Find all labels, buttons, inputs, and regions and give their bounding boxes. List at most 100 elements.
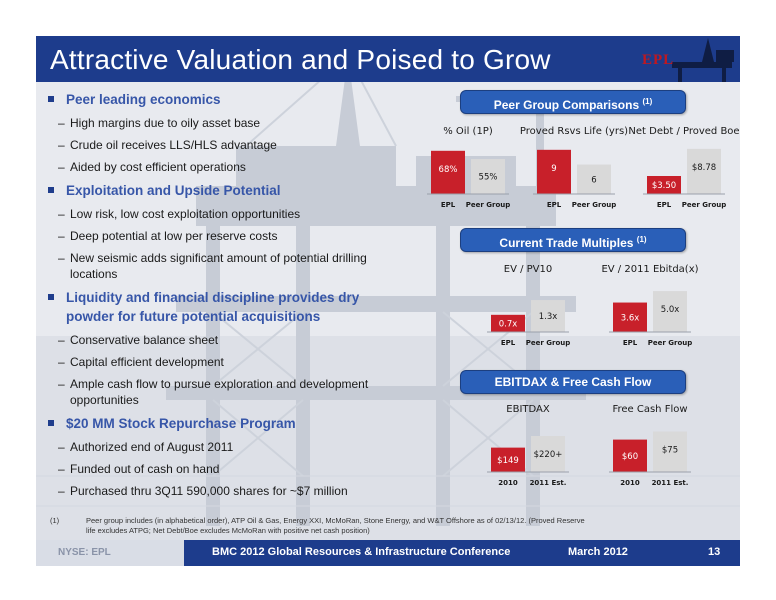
category-label: Peer Group	[682, 201, 727, 209]
proved-reserves-life-chart: Proved Rsvs Life (yrs) 9 EPL 6 Peer Group	[518, 124, 630, 214]
sub-bullet-text: Aided by cost efficient operations	[70, 160, 246, 174]
ev-ebitda-chart: EV / 2011 Ebitda(x) 3.6x EPL 5.0x Peer Group	[594, 262, 706, 352]
category-label: EPL	[657, 201, 672, 209]
ebitda-chart-svg: EV / 2011 Ebitda(x) 3.6x EPL 5.0x Peer Group	[601, 264, 698, 347]
data-label: $75	[662, 446, 678, 456]
category-label: EPL	[501, 339, 516, 347]
chart-title: Proved Rsvs Life (yrs)	[520, 126, 628, 137]
sub-bullet-item: – Ample cash flow to pursue exploration a…	[44, 376, 404, 408]
sub-bullet-item: – Aided by cost efficient operations	[44, 159, 404, 175]
sub-bullet-text: Capital efficient development	[70, 355, 224, 369]
category-label: 2010	[620, 479, 640, 487]
page-title: Attractive Valuation and Poised to Grow	[50, 44, 551, 75]
debt-chart-svg: Net Debt / Proved Boe $3.50 EPL $8.78 Peer G…	[628, 126, 739, 209]
bullet-item: Peer leading economics	[44, 90, 404, 109]
data-label: $60	[622, 452, 638, 462]
data-label: $3.50	[652, 181, 676, 191]
footnote-number: (1)	[50, 516, 60, 525]
ebitdax-fcf-header: EBITDAX & Free Cash Flow	[460, 370, 686, 394]
sub-bullet-item: – High margins due to oily asset base	[44, 115, 404, 131]
dash-icon: –	[58, 462, 65, 476]
sub-bullet-text: Crude oil receives LLS/HLS advantage	[70, 138, 277, 152]
sub-bullet-text: Conservative balance sheet	[70, 333, 219, 347]
page-number: 13	[708, 546, 721, 558]
oil-percent-chart: % Oil (1P) 68% EPL 55% Peer Group	[412, 124, 524, 214]
data-label: 68%	[439, 165, 458, 175]
section-label: EBITDAX & Free Cash Flow	[494, 375, 652, 389]
dash-icon: –	[58, 116, 65, 130]
bullet-square-icon	[48, 294, 54, 300]
dash-icon: –	[58, 138, 65, 152]
sub-bullet-item: – Funded out of cash on hand	[44, 461, 404, 477]
bullet-item: Liquidity and financial discipline provi…	[44, 288, 404, 326]
data-label: 6	[591, 175, 596, 185]
dash-icon: –	[58, 229, 65, 243]
data-label: $149	[497, 456, 519, 466]
chart-title: Net Debt / Proved Boe	[628, 126, 739, 137]
sub-bullet-text: Ample cash flow to pursue exploration an…	[70, 377, 369, 407]
footnote: (1) Peer group includes (in alphabetical…	[50, 516, 590, 536]
dash-icon: –	[58, 440, 65, 454]
data-label: 55%	[479, 173, 498, 183]
bullet-list: Peer leading economics – High margins due …	[44, 90, 404, 505]
bar-peer-group	[687, 148, 721, 194]
dash-icon: –	[58, 377, 65, 391]
sub-bullet-item: – Purchased thru 3Q11 590,000 shares for …	[44, 483, 404, 499]
dash-icon: –	[58, 355, 65, 369]
free-cash-flow-chart: Free Cash Flow $60 2010 $75 2011 Est.	[594, 402, 706, 492]
dash-icon: –	[58, 251, 65, 265]
dash-icon: –	[58, 333, 65, 347]
dash-icon: –	[58, 160, 65, 174]
current-trade-multiples-header: Current Trade Multiples (1)	[460, 228, 686, 252]
data-label: 0.7x	[499, 319, 518, 329]
category-label: Peer Group	[466, 201, 511, 209]
category-label: 2011 Est.	[530, 479, 567, 487]
sub-bullet-text: Funded out of cash on hand	[70, 462, 220, 476]
ebitdax-chart: EBITDAX $149 2010 $220+ 2011 Est.	[472, 402, 584, 492]
data-label: 5.0x	[661, 305, 680, 315]
bar-peer-group	[471, 159, 505, 194]
footnote-text: Peer group includes (in alphabetical ord…	[86, 516, 585, 535]
sub-bullet-item: – Crude oil receives LLS/HLS advantage	[44, 137, 404, 153]
dash-icon: –	[58, 207, 65, 221]
bar-peer-group	[653, 291, 687, 332]
sub-bullet-text: High margins due to oily asset base	[70, 116, 261, 130]
sub-bullet-item: – Capital efficient development	[44, 354, 404, 370]
ebitdax-chart-svg: EBITDAX $149 2010 $220+ 2011 Est.	[487, 404, 569, 487]
data-label: 1.3x	[539, 312, 558, 322]
data-label: 3.6x	[621, 313, 640, 323]
bullet-square-icon	[48, 420, 54, 426]
category-label: EPL	[441, 201, 456, 209]
bullet-text: $20 MM Stock Repurchase Program	[66, 416, 296, 431]
category-label: EPL	[623, 339, 638, 347]
category-label: Peer Group	[572, 201, 617, 209]
section-label: Current Trade Multiples	[499, 236, 634, 250]
epl-logo-text: EPL	[642, 52, 675, 68]
bar-epl	[537, 149, 571, 194]
bullet-square-icon	[48, 96, 54, 102]
chart-title: EBITDAX	[506, 404, 550, 415]
bullet-text: Exploitation and Upside Potential	[66, 183, 281, 198]
oil-chart-svg: % Oil (1P) 68% EPL 55% Peer Group	[427, 126, 511, 209]
sub-bullet-item: – New seismic adds significant amount of …	[44, 250, 404, 282]
bullet-text: Liquidity and financial discipline provi…	[66, 290, 360, 324]
ev-pv10-chart: EV / PV10 0.7x EPL 1.3x Peer Group	[472, 262, 584, 352]
chart-title: EV / 2011 Ebitda(x)	[601, 264, 698, 275]
sub-bullet-text: Purchased thru 3Q11 590,000 shares for ~…	[70, 484, 348, 498]
sub-bullet-item: – Deep potential at low per reserve costs	[44, 228, 404, 244]
section-label: Peer Group Comparisons	[493, 98, 640, 112]
category-label: EPL	[547, 201, 562, 209]
fcf-chart-svg: Free Cash Flow $60 2010 $75 2011 Est.	[609, 404, 691, 487]
ticker-symbol: NYSE: EPL	[58, 547, 111, 558]
sub-bullet-text: Deep potential at low per reserve costs	[70, 229, 278, 243]
bar-2010	[491, 447, 525, 472]
category-label: 2010	[498, 479, 518, 487]
bar-epl	[613, 302, 647, 332]
bar-2011-est-	[531, 436, 565, 472]
bullet-item: $20 MM Stock Repurchase Program	[44, 414, 404, 433]
sub-bullet-text: New seismic adds significant amount of p…	[70, 251, 367, 281]
data-label: 9	[551, 164, 556, 174]
category-label: Peer Group	[648, 339, 693, 347]
pv10-chart-svg: EV / PV10 0.7x EPL 1.3x Peer Group	[487, 264, 570, 347]
sub-bullet-item: – Authorized end of August 2011	[44, 439, 404, 455]
